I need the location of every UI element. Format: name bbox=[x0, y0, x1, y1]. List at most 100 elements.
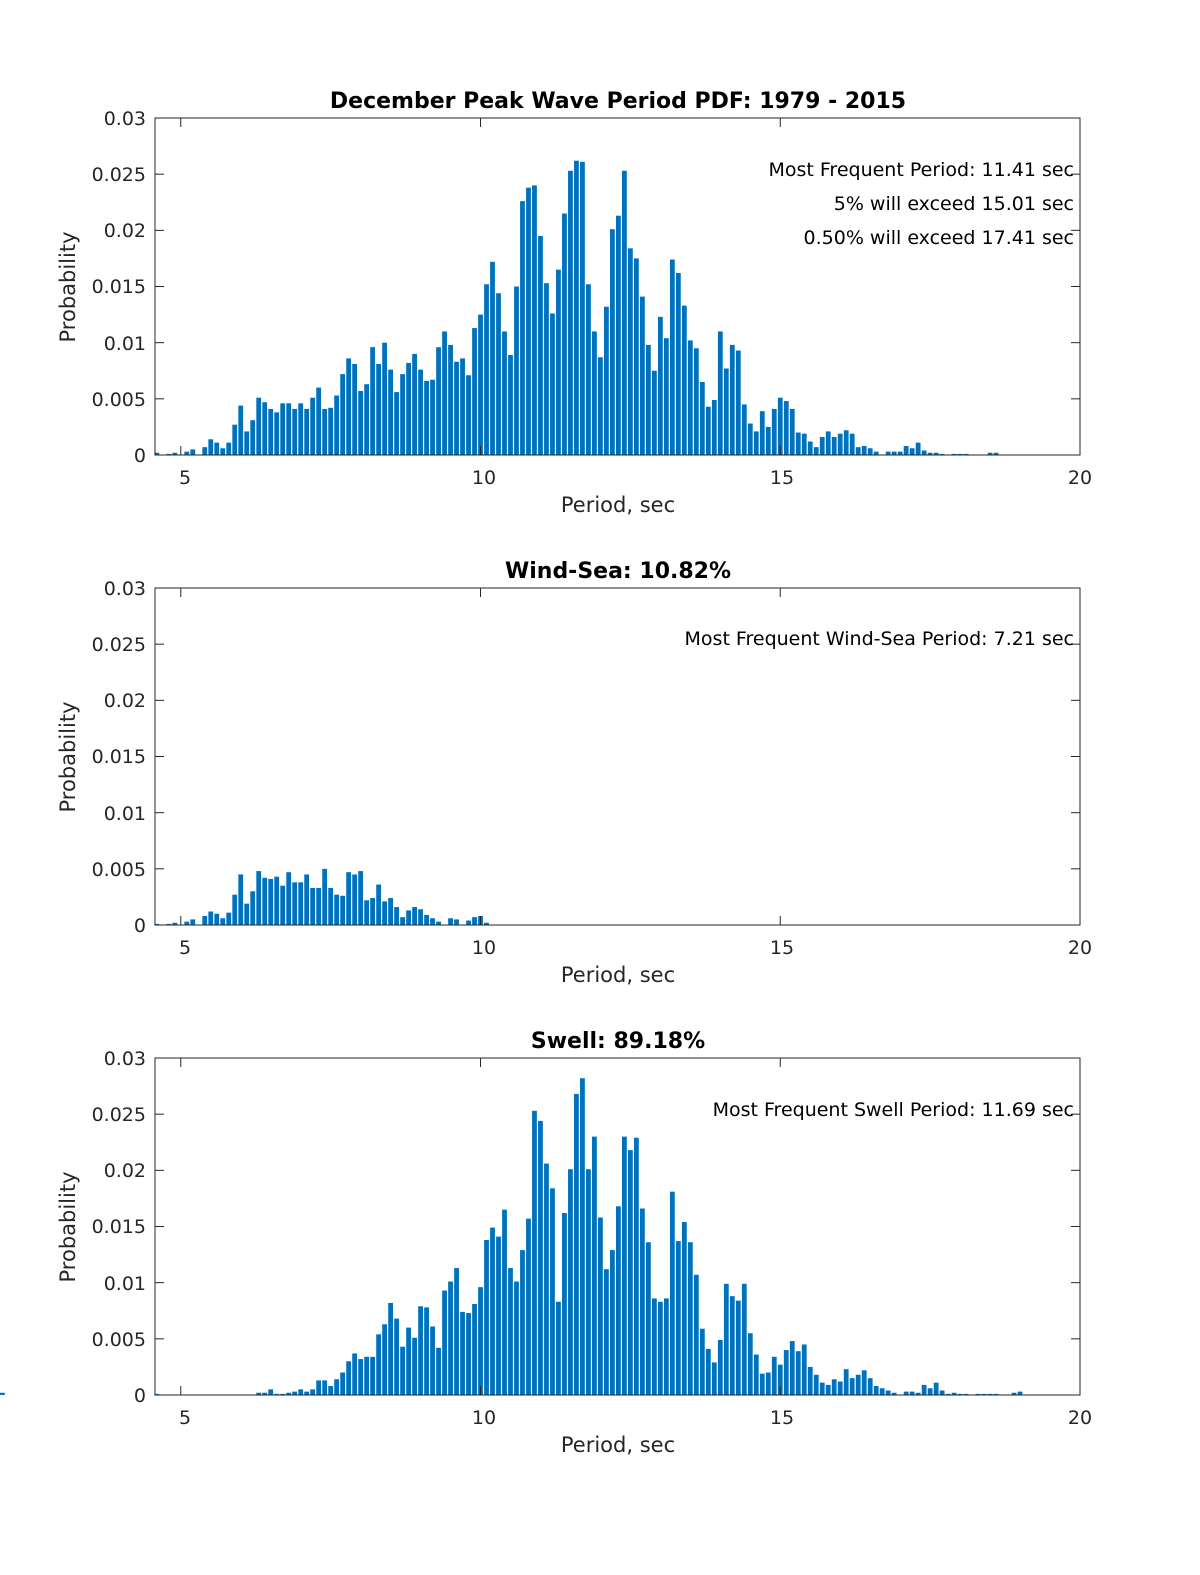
bar bbox=[400, 374, 405, 455]
bar bbox=[154, 923, 160, 925]
bar bbox=[298, 403, 304, 455]
bar bbox=[556, 269, 561, 455]
bar bbox=[921, 1384, 927, 1395]
bar bbox=[286, 403, 292, 455]
bar bbox=[442, 331, 447, 455]
bar bbox=[208, 911, 214, 925]
bar bbox=[388, 369, 393, 455]
bar bbox=[711, 399, 717, 455]
bar bbox=[202, 916, 208, 925]
bar bbox=[586, 1169, 591, 1395]
bar bbox=[394, 907, 399, 925]
bar bbox=[274, 412, 280, 455]
bar bbox=[448, 1281, 453, 1395]
bar bbox=[286, 872, 292, 925]
bar bbox=[789, 1341, 795, 1395]
x-tick-label: 10 bbox=[472, 467, 496, 489]
bar bbox=[735, 350, 741, 455]
bar bbox=[765, 1372, 771, 1395]
bar bbox=[430, 918, 435, 925]
bar bbox=[592, 331, 597, 455]
x-axis-label: Period, sec bbox=[561, 1433, 675, 1457]
bar bbox=[813, 447, 819, 455]
annotation-most-frequent: Most Frequent Wind-Sea Period: 7.21 sec bbox=[685, 628, 1074, 650]
bar bbox=[508, 355, 513, 455]
panel-peak-period: December Peak Wave Period PDF: 1979 - 20… bbox=[56, 89, 1092, 517]
bar bbox=[298, 882, 304, 925]
bar bbox=[903, 1391, 909, 1395]
bar bbox=[190, 919, 196, 925]
bar bbox=[310, 397, 316, 455]
bar bbox=[807, 1366, 813, 1395]
bar bbox=[933, 1382, 939, 1395]
bar-series bbox=[154, 160, 999, 456]
bar bbox=[657, 316, 663, 455]
bar bbox=[412, 353, 417, 455]
bar bbox=[256, 1392, 262, 1395]
bar bbox=[717, 1339, 723, 1395]
bar bbox=[849, 1378, 855, 1395]
bar bbox=[663, 338, 669, 455]
bar bbox=[586, 284, 591, 455]
bar bbox=[316, 887, 322, 925]
bar bbox=[268, 878, 274, 925]
bar bbox=[250, 420, 256, 455]
x-tick-label: 15 bbox=[770, 467, 794, 489]
bar bbox=[651, 370, 657, 455]
bar bbox=[568, 170, 573, 456]
y-tick-label: 0.03 bbox=[104, 1048, 146, 1070]
annotation-exceed-0-5pct: 0.50% will exceed 17.41 sec bbox=[804, 227, 1074, 249]
bar bbox=[951, 453, 957, 455]
bar bbox=[448, 918, 453, 925]
bar bbox=[675, 1241, 681, 1395]
bar bbox=[897, 451, 903, 455]
y-tick-label: 0.02 bbox=[104, 1160, 146, 1182]
y-tick-label: 0.02 bbox=[104, 220, 146, 242]
bar bbox=[639, 1208, 645, 1395]
bar bbox=[741, 1283, 747, 1395]
bar bbox=[304, 1391, 310, 1395]
bar bbox=[316, 387, 322, 455]
bar bbox=[526, 1218, 531, 1395]
bar bbox=[795, 432, 801, 455]
bar bbox=[442, 1290, 447, 1395]
bar bbox=[645, 344, 651, 455]
panel-swell: Swell: 89.18% 5 10 15 20 0 0.005 0.01 0.… bbox=[0, 1029, 1092, 1457]
bar bbox=[226, 912, 232, 925]
bar bbox=[472, 1304, 477, 1395]
bar bbox=[771, 1356, 777, 1395]
bar bbox=[951, 1392, 957, 1395]
annotation-most-frequent: Most Frequent Period: 11.41 sec bbox=[768, 159, 1074, 181]
bar bbox=[460, 1311, 465, 1395]
bar bbox=[693, 348, 699, 455]
bar bbox=[346, 872, 352, 925]
bar bbox=[208, 439, 214, 455]
bar bbox=[364, 384, 370, 455]
bar bbox=[190, 449, 196, 455]
bar bbox=[837, 1381, 843, 1395]
y-tick-label: 0.005 bbox=[92, 1329, 146, 1351]
x-tick-label: 15 bbox=[770, 1407, 794, 1429]
bar bbox=[238, 874, 244, 925]
chart-title: Wind-Sea: 10.82% bbox=[505, 559, 731, 584]
bar bbox=[915, 1392, 921, 1395]
bar bbox=[861, 446, 867, 455]
bar bbox=[633, 258, 639, 455]
bar bbox=[430, 379, 435, 455]
bar bbox=[484, 922, 489, 925]
axis-ticks bbox=[155, 117, 1081, 456]
bar bbox=[789, 408, 795, 455]
bar bbox=[669, 1191, 675, 1395]
bar bbox=[933, 452, 939, 455]
bar bbox=[274, 876, 280, 925]
bar bbox=[544, 283, 549, 455]
bar bbox=[616, 1206, 621, 1395]
bar bbox=[610, 1250, 615, 1395]
bar bbox=[484, 284, 489, 455]
bar bbox=[484, 1239, 489, 1395]
x-tick-label: 5 bbox=[179, 1407, 191, 1429]
bar bbox=[807, 441, 813, 455]
bar bbox=[184, 921, 190, 925]
bar bbox=[963, 1393, 969, 1395]
